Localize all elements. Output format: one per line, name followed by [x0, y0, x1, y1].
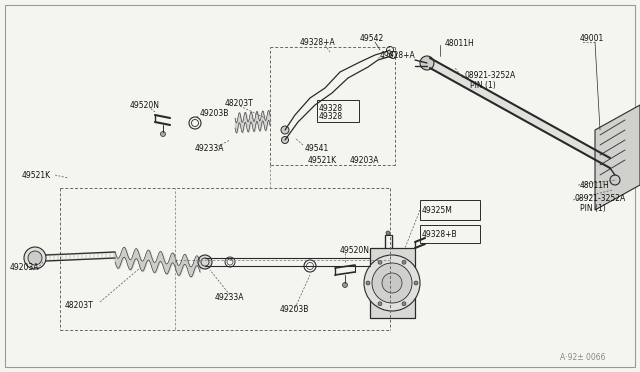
Bar: [420, 225, 480, 243]
Text: 49328+A: 49328+A: [300, 38, 336, 46]
Text: 48203T: 48203T: [65, 301, 93, 310]
Circle shape: [414, 281, 418, 285]
Text: 48011H: 48011H: [580, 180, 610, 189]
Circle shape: [342, 282, 348, 288]
Circle shape: [364, 255, 420, 311]
Text: 49328: 49328: [319, 103, 343, 112]
Text: 49233A: 49233A: [215, 294, 244, 302]
Bar: [420, 200, 480, 220]
Polygon shape: [430, 58, 610, 168]
Polygon shape: [370, 248, 415, 318]
Text: 49521K: 49521K: [22, 170, 51, 180]
Text: 49520N: 49520N: [340, 246, 370, 254]
Circle shape: [372, 263, 412, 303]
Text: A·92± 0066: A·92± 0066: [560, 353, 605, 362]
Circle shape: [198, 255, 212, 269]
Circle shape: [382, 273, 402, 293]
Circle shape: [386, 231, 390, 235]
Text: 49203B: 49203B: [280, 305, 309, 314]
Circle shape: [378, 260, 382, 264]
Text: 49541: 49541: [305, 144, 329, 153]
Polygon shape: [595, 105, 640, 210]
Text: 49521K: 49521K: [308, 155, 337, 164]
Circle shape: [282, 137, 289, 144]
Circle shape: [366, 281, 370, 285]
Text: 49328+A: 49328+A: [380, 51, 416, 60]
Text: 49001: 49001: [580, 33, 604, 42]
Circle shape: [420, 56, 434, 70]
Polygon shape: [430, 58, 610, 168]
Circle shape: [24, 247, 46, 269]
Text: 49542: 49542: [360, 33, 384, 42]
Bar: [317, 100, 359, 122]
Text: PIN (1): PIN (1): [470, 80, 496, 90]
Text: 08921-3252A: 08921-3252A: [575, 193, 627, 202]
Text: 49520N: 49520N: [130, 100, 160, 109]
Text: 49203A: 49203A: [10, 263, 40, 273]
Text: 48011H: 48011H: [445, 38, 475, 48]
Circle shape: [28, 251, 42, 265]
Circle shape: [281, 126, 289, 134]
Text: 49203B: 49203B: [200, 109, 229, 118]
Text: 48203T: 48203T: [225, 99, 253, 108]
Text: 49325M: 49325M: [422, 205, 453, 215]
Text: PIN (1): PIN (1): [580, 203, 605, 212]
Circle shape: [402, 260, 406, 264]
Text: 49203A: 49203A: [350, 155, 380, 164]
Circle shape: [161, 131, 166, 137]
Circle shape: [378, 302, 382, 306]
Circle shape: [610, 175, 620, 185]
Text: 49328+B: 49328+B: [422, 230, 458, 238]
Text: 08921-3252A: 08921-3252A: [465, 71, 516, 80]
Text: 49233A: 49233A: [195, 144, 225, 153]
Text: 49328: 49328: [319, 112, 343, 121]
Circle shape: [402, 302, 406, 306]
